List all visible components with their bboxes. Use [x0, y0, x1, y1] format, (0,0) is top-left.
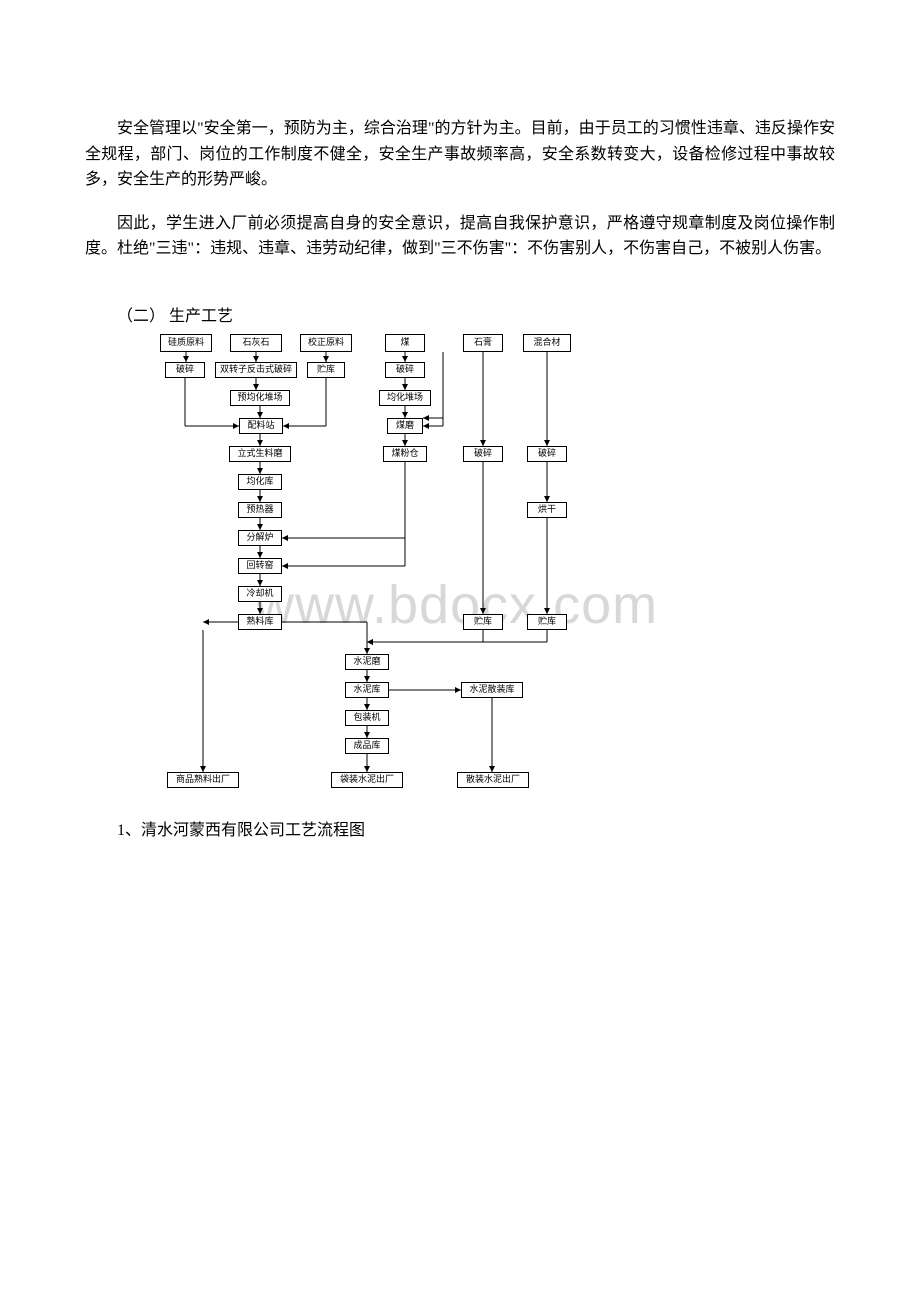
flowchart-node: 破碎 — [527, 446, 567, 462]
flowchart-node: 回转窑 — [238, 558, 282, 574]
flowchart-node: 均化堆场 — [379, 390, 431, 406]
flowchart-node: 商品熟料出厂 — [167, 772, 239, 788]
flowchart-node: 散装水泥出厂 — [457, 772, 529, 788]
flowchart-node: 冷却机 — [238, 586, 282, 602]
flowchart-node: 均化库 — [238, 474, 282, 490]
flowchart-node: 双转子反击式破碎 — [215, 362, 297, 378]
flowchart-node: 石膏 — [463, 334, 503, 352]
paragraph-2: 因此，学生进入厂前必须提高自身的安全意识，提高自我保护意识，严格遵守规章制度及岗… — [85, 211, 835, 262]
flowchart: www.bdocx.com 硅质原料石灰石校正原料煤石膏混合材破碎双转子反击式破… — [145, 334, 655, 804]
flowchart-node: 贮库 — [527, 614, 567, 630]
flowchart-node: 配料站 — [239, 418, 283, 434]
flowchart-node: 水泥散装库 — [461, 682, 523, 698]
flowchart-node: 硅质原料 — [160, 334, 212, 352]
flowchart-node: 立式生料磨 — [229, 446, 291, 462]
flowchart-node: 预均化堆场 — [230, 390, 290, 406]
flowchart-node: 贮库 — [307, 362, 345, 378]
flowchart-node: 破碎 — [463, 446, 503, 462]
flowchart-node: 预热器 — [238, 502, 282, 518]
flowchart-node: 煤磨 — [387, 418, 423, 434]
flowchart-node: 烘干 — [527, 502, 567, 518]
flowchart-node: 煤 — [385, 334, 425, 352]
flowchart-node: 水泥库 — [345, 682, 389, 698]
flowchart-node: 袋装水泥出厂 — [331, 772, 403, 788]
flowchart-node: 煤粉仓 — [383, 446, 427, 462]
flowchart-node: 混合材 — [523, 334, 571, 352]
page: 安全管理以"安全第一，预防为主，综合治理"的方针为主。目前，由于员工的习惯性违章… — [0, 0, 920, 890]
flowchart-node: 水泥磨 — [345, 654, 389, 670]
paragraph-1: 安全管理以"安全第一，预防为主，综合治理"的方针为主。目前，由于员工的习惯性违章… — [85, 116, 835, 193]
flowchart-node: 贮库 — [463, 614, 503, 630]
flowchart-node: 破碎 — [165, 362, 205, 378]
flowchart-node: 熟料库 — [238, 614, 282, 630]
flowchart-caption: 1、清水河蒙西有限公司工艺流程图 — [85, 816, 835, 840]
section-heading: （二） 生产工艺 — [85, 302, 835, 326]
flowchart-node: 包装机 — [345, 710, 389, 726]
flowchart-node: 分解炉 — [238, 530, 282, 546]
flowchart-node: 石灰石 — [230, 334, 282, 352]
flowchart-node: 破碎 — [385, 362, 425, 378]
flowchart-node: 校正原料 — [300, 334, 352, 352]
flowchart-node: 成品库 — [345, 738, 389, 754]
